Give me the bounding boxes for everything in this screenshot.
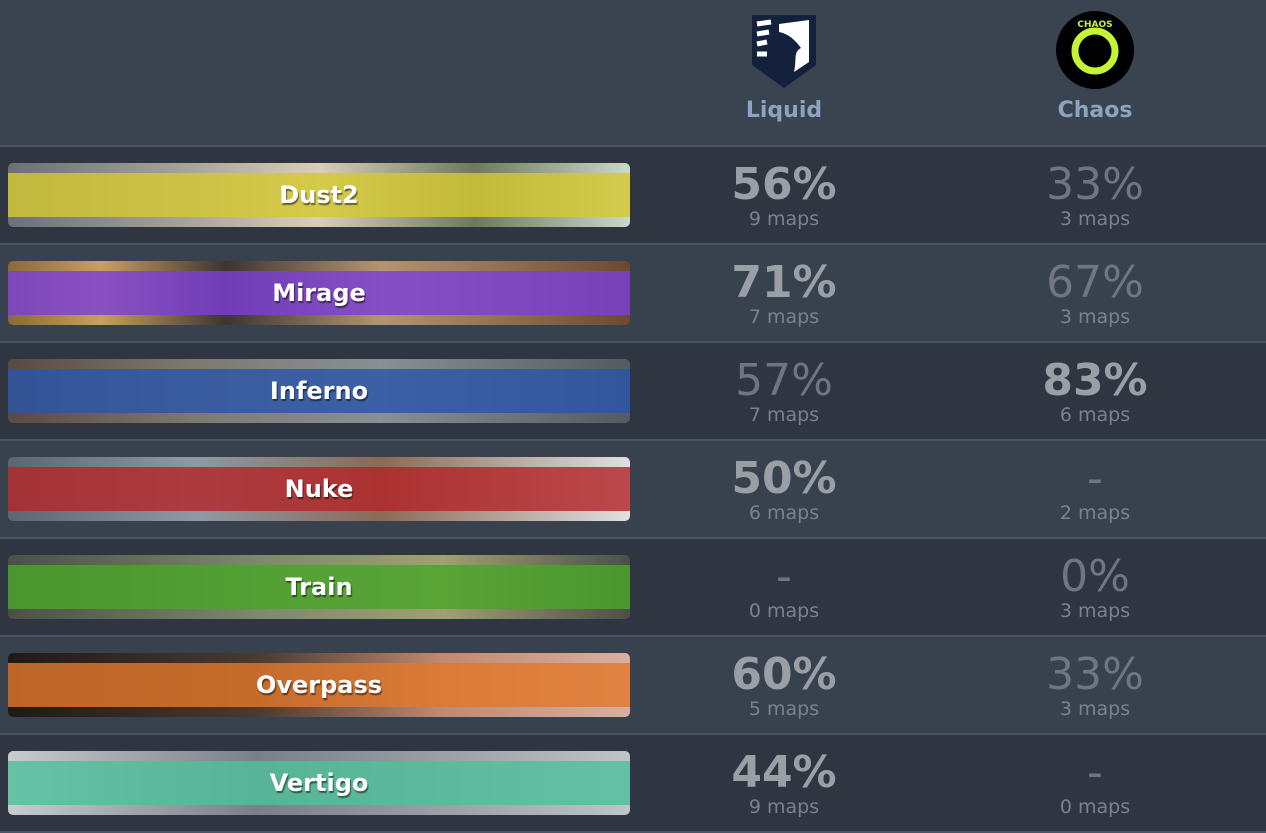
map-row: Dust2 56% 9 maps 33% 3 maps	[0, 147, 1266, 245]
map-row: Nuke 50% 6 maps - 2 maps	[0, 441, 1266, 539]
win-percentage: 83%	[1042, 355, 1148, 406]
win-percentage: 60%	[731, 649, 837, 700]
maps-played: 6 maps	[748, 502, 820, 524]
win-percentage: 44%	[731, 747, 837, 798]
chaos-stat: 33% 3 maps	[995, 159, 1195, 230]
map-color-band	[8, 271, 630, 315]
team-name: Liquid	[745, 98, 823, 123]
liquid-stat: 44% 9 maps	[684, 747, 884, 818]
map-color-band	[8, 565, 630, 609]
liquid-stat: 60% 5 maps	[684, 649, 884, 720]
chaos-stat: 0% 3 maps	[995, 551, 1195, 622]
maps-played: 0 maps	[1059, 796, 1131, 818]
maps-played: 3 maps	[1059, 698, 1131, 720]
chaos-stat: 83% 6 maps	[995, 355, 1195, 426]
map-name: Mirage	[272, 279, 366, 307]
map-banner[interactable]: Nuke	[8, 457, 630, 521]
liquid-stat: 56% 9 maps	[684, 159, 884, 230]
map-banner[interactable]: Inferno	[8, 359, 630, 423]
map-banner[interactable]: Vertigo	[8, 751, 630, 815]
team-chaos[interactable]: CHAOS Chaos	[995, 10, 1195, 123]
chaos-stat: - 0 maps	[995, 747, 1195, 818]
svg-text:CHAOS: CHAOS	[1077, 20, 1112, 30]
map-banner[interactable]: Dust2	[8, 163, 630, 227]
liquid-logo-icon	[684, 10, 884, 90]
maps-played: 3 maps	[1059, 208, 1131, 230]
maps-played: 7 maps	[748, 404, 820, 426]
maps-played: 6 maps	[1059, 404, 1131, 426]
win-percentage: -	[776, 551, 792, 602]
maps-played: 3 maps	[1059, 306, 1131, 328]
liquid-stat: - 0 maps	[684, 551, 884, 622]
win-percentage: -	[1087, 453, 1103, 504]
map-banner[interactable]: Train	[8, 555, 630, 619]
header: Liquid CHAOS Chaos	[0, 0, 1266, 147]
maps-played: 0 maps	[748, 600, 820, 622]
team-name: Chaos	[1057, 98, 1133, 123]
maps-played: 3 maps	[1059, 600, 1131, 622]
map-name: Train	[285, 573, 353, 601]
liquid-stat: 57% 7 maps	[684, 355, 884, 426]
map-row: Train - 0 maps 0% 3 maps	[0, 539, 1266, 637]
win-percentage: 0%	[1060, 551, 1130, 602]
map-color-band	[8, 369, 630, 413]
win-percentage: 33%	[1046, 159, 1144, 210]
map-row: Vertigo 44% 9 maps - 0 maps	[0, 735, 1266, 833]
map-row: Inferno 57% 7 maps 83% 6 maps	[0, 343, 1266, 441]
map-color-band	[8, 761, 630, 805]
maps-played: 9 maps	[748, 208, 820, 230]
map-color-band	[8, 663, 630, 707]
win-percentage: 33%	[1046, 649, 1144, 700]
win-percentage: 56%	[731, 159, 837, 210]
win-percentage: -	[1087, 747, 1103, 798]
map-color-band	[8, 467, 630, 511]
win-percentage: 50%	[731, 453, 837, 504]
map-name: Dust2	[279, 181, 359, 209]
map-name: Inferno	[269, 377, 369, 405]
map-banner[interactable]: Overpass	[8, 653, 630, 717]
map-color-band	[8, 173, 630, 217]
chaos-stat: 67% 3 maps	[995, 257, 1195, 328]
maps-played: 2 maps	[1059, 502, 1131, 524]
win-percentage: 67%	[1046, 257, 1144, 308]
map-banner[interactable]: Mirage	[8, 261, 630, 325]
map-name: Overpass	[255, 671, 383, 699]
map-row: Overpass 60% 5 maps 33% 3 maps	[0, 637, 1266, 735]
chaos-logo-icon: CHAOS	[995, 10, 1195, 90]
team-liquid[interactable]: Liquid	[684, 10, 884, 123]
chaos-stat: - 2 maps	[995, 453, 1195, 524]
maps-played: 9 maps	[748, 796, 820, 818]
win-percentage: 71%	[731, 257, 837, 308]
map-name: Vertigo	[269, 769, 369, 797]
chaos-stat: 33% 3 maps	[995, 649, 1195, 720]
maps-played: 7 maps	[748, 306, 820, 328]
win-percentage: 57%	[735, 355, 833, 406]
map-row: Mirage 71% 7 maps 67% 3 maps	[0, 245, 1266, 343]
liquid-stat: 71% 7 maps	[684, 257, 884, 328]
liquid-stat: 50% 6 maps	[684, 453, 884, 524]
maps-played: 5 maps	[748, 698, 820, 720]
map-name: Nuke	[284, 475, 354, 503]
